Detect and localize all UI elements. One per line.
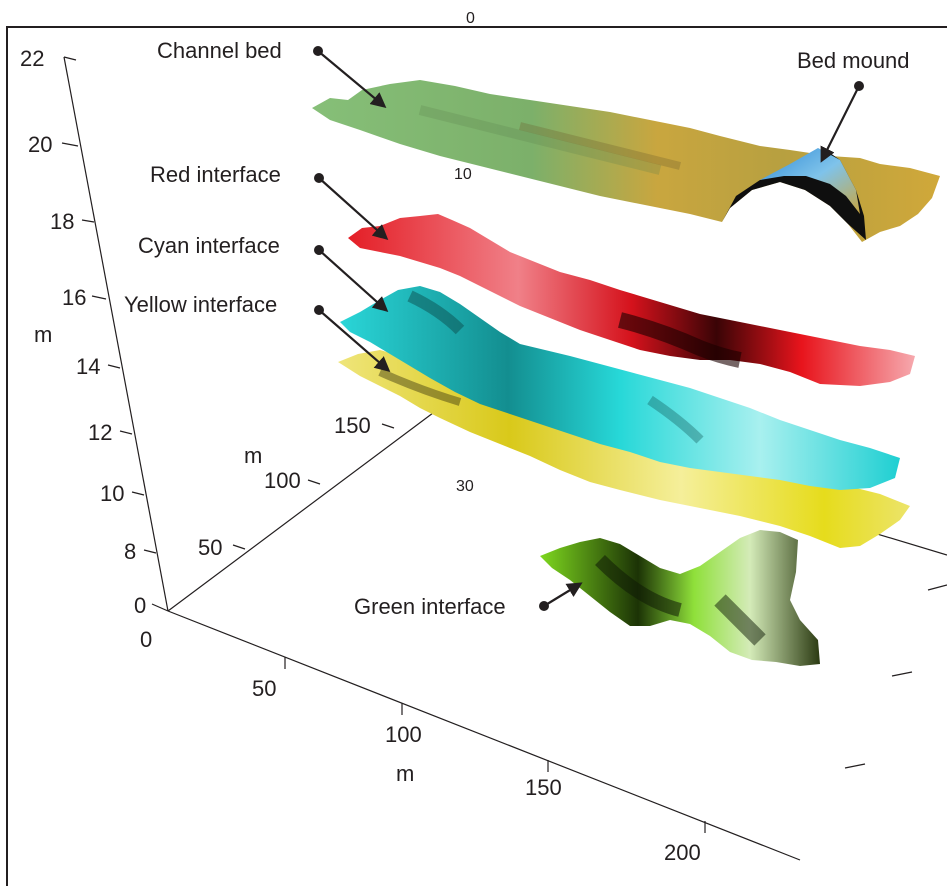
figure-frame xyxy=(6,26,947,886)
red-interface-surface xyxy=(348,214,915,386)
label-cyan-interface: Cyan interface xyxy=(138,233,280,258)
label-green-interface: Green interface xyxy=(354,594,506,619)
z-tick: 16 xyxy=(62,285,86,310)
green-interface-surface xyxy=(540,530,820,666)
label-yellow-interface: Yellow interface xyxy=(124,292,277,317)
label-channel-bed: Channel bed xyxy=(157,38,282,63)
z-tick: 10 xyxy=(100,481,124,506)
annotation-leaders xyxy=(313,46,864,611)
inner-tick: 0 xyxy=(466,10,475,27)
label-red-interface: Red interface xyxy=(150,162,281,187)
y-tick: 0 xyxy=(140,627,152,652)
y-axis-unit: m xyxy=(244,443,262,468)
z-tick: 20 xyxy=(28,132,52,157)
label-bed-mound: Bed mound xyxy=(797,48,910,73)
x-tick: 200 xyxy=(664,840,701,865)
z-axis-unit: m xyxy=(34,322,52,347)
x-tick: 150 xyxy=(525,775,562,800)
y-tick: 50 xyxy=(198,535,222,560)
inner-tick: 10 xyxy=(454,166,472,183)
y-axis-ticks: 150 100 50 0 m xyxy=(140,413,371,652)
z-axis-ticks: 22 20 18 16 14 12 10 8 0 m xyxy=(20,46,146,618)
channel-bed-surface xyxy=(312,80,940,242)
x-axis-ticks: 50 100 150 200 m xyxy=(252,676,701,865)
inner-tick: 30 xyxy=(456,478,474,495)
x-axis-unit: m xyxy=(396,761,414,786)
y-tick: 100 xyxy=(264,468,301,493)
y-tick: 150 xyxy=(334,413,371,438)
x-tick: 50 xyxy=(252,676,276,701)
annotation-labels: Channel bed Bed mound Red interface Cyan… xyxy=(124,38,910,619)
z-tick: 22 xyxy=(20,46,44,71)
z-tick: 14 xyxy=(76,354,100,379)
x-tick: 100 xyxy=(385,722,422,747)
z-tick: 12 xyxy=(88,420,112,445)
z-tick: 8 xyxy=(124,539,136,564)
z-tick: 0 xyxy=(134,593,146,618)
cyan-interface-surface xyxy=(340,286,900,490)
z-tick: 18 xyxy=(50,209,74,234)
